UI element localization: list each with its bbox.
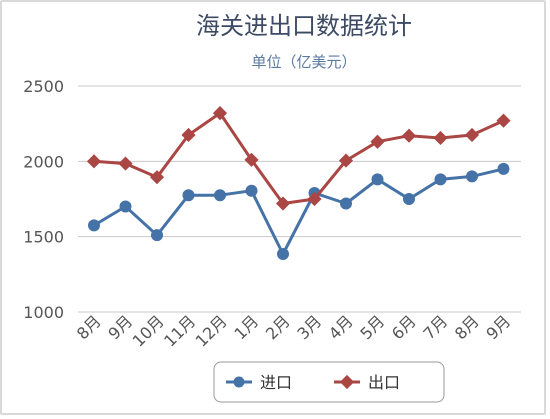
y-tick-label: 1500 [23,228,64,247]
export-point[interactable] [401,128,417,143]
chart-title: 海关进出口数据统计 [196,12,412,40]
export-point[interactable] [118,156,133,171]
legend-item-import[interactable]: 进口 [226,373,292,392]
chart-subtitle: 单位（亿美元） [251,53,356,71]
x-tick-label: 8月 [73,311,105,343]
x-tick-label: 8月 [451,311,483,343]
legend: 进口 出口 [213,361,445,403]
export-point[interactable] [149,170,165,185]
legend-box [213,361,445,403]
x-tick-label: 3月 [293,311,325,343]
import-point[interactable] [340,197,352,210]
y-axis-ticks: 1000 1500 2000 2500 [23,77,64,322]
x-tick-label: 5月 [356,311,388,343]
export-point[interactable] [275,196,291,211]
export-point[interactable] [244,152,259,167]
export-point[interactable] [433,130,448,146]
x-tick-label: 6月 [388,311,420,343]
import-point[interactable] [466,170,478,183]
export-point[interactable] [181,127,196,143]
export-point[interactable] [86,154,102,169]
y-tick-label: 2500 [23,77,64,96]
series-line-import [93,167,504,256]
x-tick-label: 12月 [192,311,231,350]
legend-import-label: 进口 [260,373,292,392]
x-tick-label: 9月 [482,311,514,343]
x-tick-label: 10月 [129,311,168,350]
x-tick-label: 7月 [419,311,451,343]
x-tick-label: 11月 [160,311,199,350]
x-tick-label: 1月 [230,311,262,343]
export-point[interactable] [307,191,322,207]
export-point[interactable] [370,134,385,149]
import-point[interactable] [245,184,258,197]
x-tick-label: 2月 [262,311,294,343]
legend-import-marker [233,376,245,388]
import-point[interactable] [151,229,163,242]
export-point[interactable] [464,127,480,143]
export-point[interactable] [338,153,354,168]
import-point[interactable] [277,247,289,260]
y-tick-label: 2000 [23,152,64,171]
x-tick-label: 4月 [325,311,357,343]
import-point[interactable] [214,189,226,202]
import-point[interactable] [497,162,510,175]
series-layer [86,106,511,260]
series-line-export [93,111,505,205]
grid-layer [78,85,521,313]
import-point[interactable] [403,193,415,205]
export-point[interactable] [496,113,511,128]
legend-item-export[interactable]: 出口 [334,373,400,392]
import-point[interactable] [182,189,195,202]
import-point[interactable] [119,200,132,213]
import-point[interactable] [434,173,447,186]
y-tick-label: 1000 [23,303,64,322]
legend-export-marker [339,374,355,390]
legend-export-label: 出口 [368,373,400,392]
import-point[interactable] [371,173,384,186]
import-point[interactable] [88,219,100,232]
